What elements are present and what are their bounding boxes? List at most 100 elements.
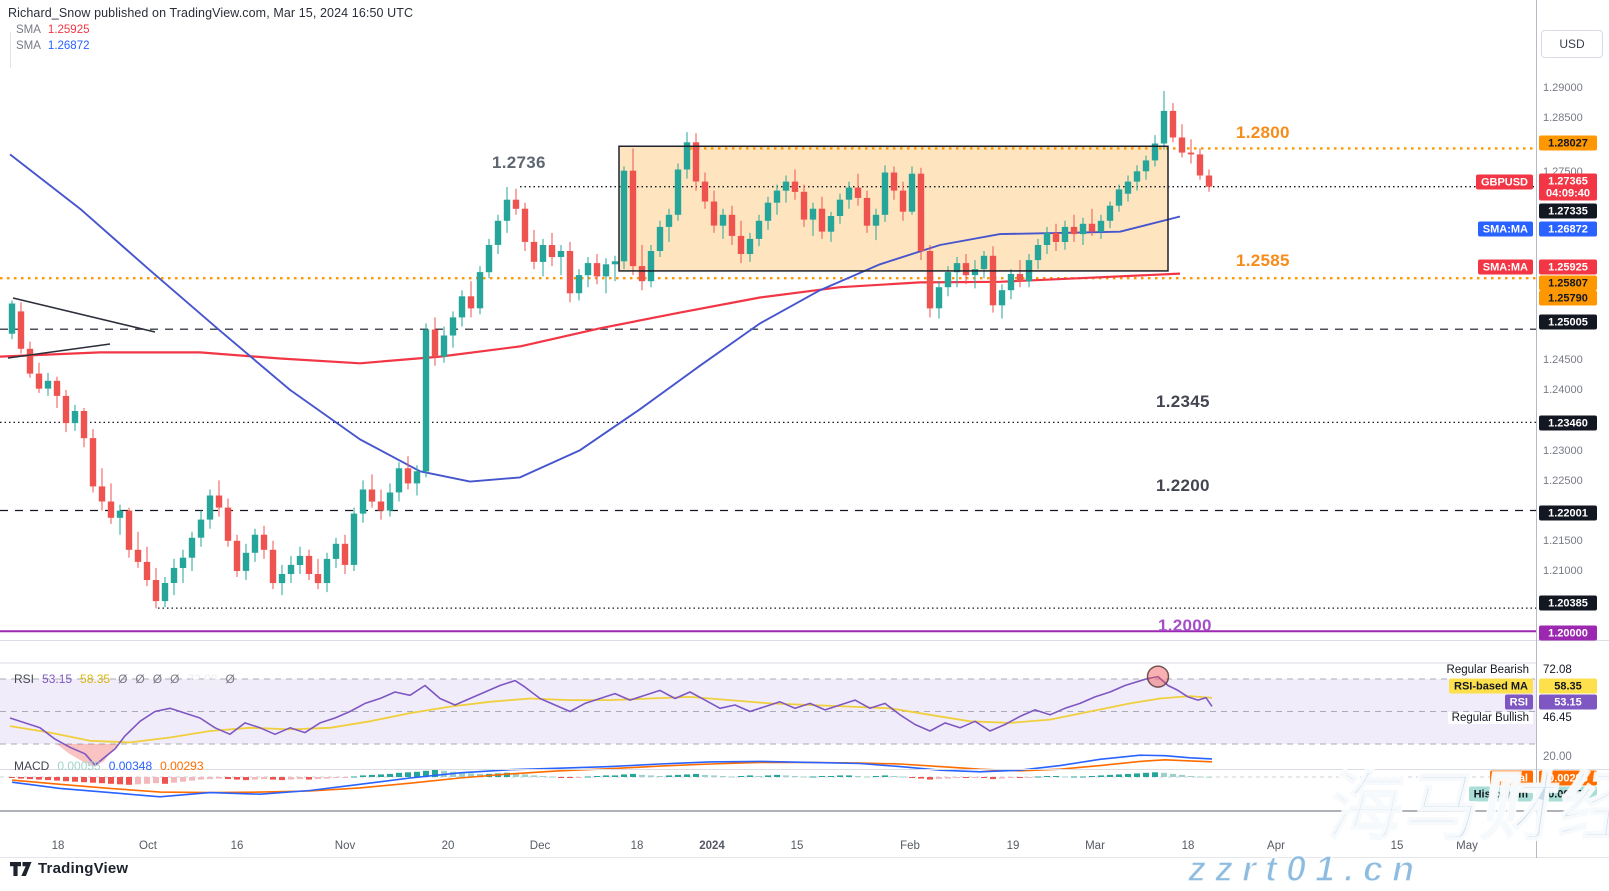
candle-body xyxy=(656,226,664,251)
price-label-1.2800: 1.2800 xyxy=(1236,123,1290,142)
time-axis-label-16[interactable]: 16 xyxy=(230,840,244,852)
price-axis-tick[interactable]: 1.21000 xyxy=(1543,565,1583,577)
macd-histogram-bar xyxy=(657,776,663,777)
price-axis-tick[interactable]: 1.28500 xyxy=(1543,112,1583,124)
macd-indicator-legend[interactable]: MACD 0.00055 0.00348 0.00293 xyxy=(14,759,212,773)
candle-body xyxy=(584,263,592,276)
candle-body xyxy=(953,263,961,273)
sma-slow-line[interactable] xyxy=(9,153,1181,483)
price-label-1.2345: 1.2345 xyxy=(1156,392,1210,411)
time-axis-label-Oct[interactable]: Oct xyxy=(139,840,157,852)
candle-body xyxy=(98,486,106,502)
price-axis-badge-1.25925: 1.25925 xyxy=(1539,259,1597,275)
price-label-1.2000: 1.2000 xyxy=(1158,616,1212,635)
candle-body xyxy=(44,380,52,389)
candle-body xyxy=(179,557,187,568)
price-axis-tick[interactable]: 1.21500 xyxy=(1543,535,1583,547)
currency-toggle-button[interactable]: USD xyxy=(1541,30,1603,58)
trendline-drawing[interactable] xyxy=(12,297,156,333)
candle-body xyxy=(629,170,637,267)
macd-histogram-bar xyxy=(216,777,222,779)
legend-indicator-line xyxy=(10,32,11,68)
trendline-drawing[interactable] xyxy=(7,343,111,359)
macd-histogram-bar xyxy=(612,775,618,777)
rsi-axis-tick[interactable]: 20.00 xyxy=(1543,751,1572,763)
series-tag-smama: SMA:MA xyxy=(1477,221,1533,237)
time-axis-label-Feb[interactable]: Feb xyxy=(900,840,920,852)
macd-histogram-bar xyxy=(918,777,924,779)
macd-histogram-bar xyxy=(594,776,600,777)
rsi-indicator-legend[interactable]: RSI 53.15 58.35 Ø Ø Ø Ø 72.08 Ø xyxy=(14,672,243,686)
price-axis-tick[interactable]: 1.24000 xyxy=(1543,384,1583,396)
macd-histogram-bar xyxy=(972,777,978,778)
price-axis-tick[interactable]: 1.22500 xyxy=(1543,475,1583,487)
candle-body xyxy=(278,574,286,584)
sma-fast-legend[interactable]: SMA 1.25925 xyxy=(16,24,413,36)
time-axis-label-2024[interactable]: 2024 xyxy=(699,840,725,852)
candle-body xyxy=(908,173,916,212)
candle-body xyxy=(17,311,25,349)
candle-body xyxy=(1115,189,1123,206)
candle-body xyxy=(971,269,979,276)
candle-body xyxy=(818,208,826,232)
time-axis-label-May[interactable]: May xyxy=(1456,840,1478,852)
macd-histogram-bar xyxy=(738,776,744,777)
time-axis-label-15[interactable]: 15 xyxy=(1390,840,1404,852)
time-axis-label-18[interactable]: 18 xyxy=(630,840,644,852)
candle-body xyxy=(260,534,268,550)
macd-histogram-bar xyxy=(270,777,276,780)
macd-histogram-bar xyxy=(198,777,204,780)
macd-signal-line[interactable] xyxy=(11,758,1213,794)
tradingview-logo-icon xyxy=(10,861,32,876)
consolidation-box-border[interactable] xyxy=(618,145,1169,272)
time-axis-label-20[interactable]: 20 xyxy=(441,840,455,852)
candle-body xyxy=(710,201,718,226)
time-axis-label-19[interactable]: 19 xyxy=(1006,840,1020,852)
candle-body xyxy=(620,170,628,262)
candle-body xyxy=(728,214,736,236)
candle-body xyxy=(539,245,547,262)
sma-fast-line[interactable] xyxy=(0,272,1181,365)
macd-histogram-bar xyxy=(981,777,987,778)
macd-histogram-bar xyxy=(234,777,240,780)
price-axis-tick[interactable]: 1.29000 xyxy=(1543,82,1583,94)
macd-histogram-bar xyxy=(477,773,483,777)
macd-histogram-bar xyxy=(936,777,942,780)
macd-histogram-bar xyxy=(63,777,69,782)
candle-body xyxy=(1187,152,1195,155)
candle-body xyxy=(1052,232,1060,242)
time-axis-label-Nov[interactable]: Nov xyxy=(334,840,356,852)
macd-histogram-bar xyxy=(1197,776,1203,778)
price-axis-tick[interactable]: 1.24500 xyxy=(1543,354,1583,366)
candle-body xyxy=(494,220,502,245)
time-axis-label-Dec[interactable]: Dec xyxy=(529,840,551,852)
macd-histogram-bar xyxy=(801,776,807,778)
macd-histogram-bar xyxy=(90,777,96,783)
macd-histogram-bar xyxy=(990,777,996,780)
candle-body xyxy=(773,190,781,203)
price-label-1.2736: 1.2736 xyxy=(492,153,546,172)
candle-body xyxy=(980,255,988,270)
tradingview-attribution[interactable]: TradingView xyxy=(10,860,128,877)
macd-histogram-bar xyxy=(207,777,213,780)
time-axis-label-Apr[interactable]: Apr xyxy=(1267,840,1285,852)
rsi-peak-marker[interactable] xyxy=(1146,665,1170,688)
time-axis-label-18[interactable]: 18 xyxy=(51,840,65,852)
time-axis-label-Mar[interactable]: Mar xyxy=(1085,840,1105,852)
macd-histogram-bar xyxy=(837,775,843,777)
macd-histogram-bar xyxy=(1143,772,1149,777)
sma-slow-legend[interactable]: SMA 1.26872 xyxy=(16,40,413,52)
consolidation-box-fill[interactable] xyxy=(619,146,1168,271)
macd-value-badge: 0.00293 xyxy=(1539,770,1597,786)
macd-histogram-bar xyxy=(18,777,24,779)
candle-body xyxy=(764,202,772,221)
price-axis-tick[interactable]: 1.23000 xyxy=(1543,445,1583,457)
candle-body xyxy=(332,543,340,559)
rsi-line[interactable] xyxy=(9,675,1213,766)
time-axis-label-15[interactable]: 15 xyxy=(790,840,804,852)
macd-line[interactable] xyxy=(11,754,1213,798)
macd-histogram-bar xyxy=(27,777,33,780)
macd-histogram-bar xyxy=(1062,776,1068,778)
time-axis-label-18[interactable]: 18 xyxy=(1181,840,1195,852)
